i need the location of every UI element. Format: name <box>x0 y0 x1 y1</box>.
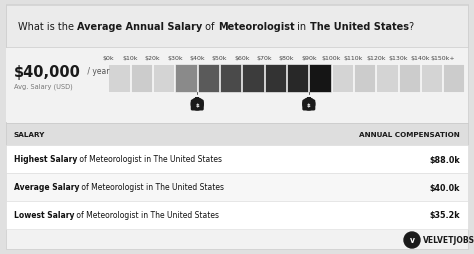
Text: $10k: $10k <box>123 56 138 61</box>
Bar <box>153 65 174 93</box>
Text: of: of <box>202 22 218 32</box>
Text: SALARY: SALARY <box>14 132 46 137</box>
Text: ANNUAL COMPENSATION: ANNUAL COMPENSATION <box>359 132 460 137</box>
Bar <box>307 98 311 101</box>
Text: $30k: $30k <box>167 56 183 61</box>
Bar <box>6 123 468 146</box>
Text: $80k: $80k <box>279 56 294 61</box>
Bar <box>376 65 398 93</box>
Text: $90k: $90k <box>301 56 317 61</box>
Bar <box>220 65 241 93</box>
Text: $40k: $40k <box>190 56 205 61</box>
Text: $100k: $100k <box>321 56 341 61</box>
Bar <box>109 65 130 93</box>
Text: $130k: $130k <box>388 56 408 61</box>
Text: $0k: $0k <box>102 56 114 61</box>
Bar <box>443 65 465 93</box>
Text: Average Salary: Average Salary <box>14 183 80 192</box>
Text: What is the: What is the <box>18 22 77 32</box>
Text: $120k: $120k <box>366 56 385 61</box>
Text: $60k: $60k <box>234 56 250 61</box>
Text: in: in <box>294 22 310 32</box>
Text: $35.2k: $35.2k <box>429 211 460 220</box>
Bar <box>195 98 199 101</box>
Bar <box>175 65 197 93</box>
Text: $40,000: $40,000 <box>14 65 81 80</box>
Text: of Meteorologist in The United States: of Meteorologist in The United States <box>77 155 222 164</box>
Bar <box>131 65 152 93</box>
Bar <box>6 201 468 229</box>
Text: of Meteorologist in The United States: of Meteorologist in The United States <box>80 183 225 192</box>
Bar <box>242 65 264 93</box>
Bar <box>421 65 442 93</box>
Text: ?: ? <box>409 22 414 32</box>
Circle shape <box>404 232 420 248</box>
Text: Highest Salary: Highest Salary <box>14 155 77 164</box>
Text: Meteorologist: Meteorologist <box>218 22 294 32</box>
Bar <box>399 65 420 93</box>
Bar <box>287 65 308 93</box>
Bar <box>310 65 331 93</box>
Bar <box>6 49 468 122</box>
Text: $70k: $70k <box>256 56 272 61</box>
Text: Lowest Salary: Lowest Salary <box>14 211 74 220</box>
Text: $20k: $20k <box>145 56 160 61</box>
Text: $150k+: $150k+ <box>430 56 455 61</box>
Text: $: $ <box>195 103 199 108</box>
Text: $110k: $110k <box>344 56 363 61</box>
Text: Avg. Salary (USD): Avg. Salary (USD) <box>14 83 73 90</box>
Bar <box>6 173 468 201</box>
Text: of Meteorologist in The United States: of Meteorologist in The United States <box>74 211 219 220</box>
Text: Average Annual Salary: Average Annual Salary <box>77 22 202 32</box>
Bar <box>264 65 286 93</box>
Text: $40.0k: $40.0k <box>429 183 460 192</box>
Text: v: v <box>410 235 414 245</box>
FancyBboxPatch shape <box>302 100 315 111</box>
Bar <box>354 65 375 93</box>
Text: The United States: The United States <box>310 22 409 32</box>
Text: VELVETJOBS: VELVETJOBS <box>423 235 474 245</box>
Text: $140k: $140k <box>410 56 430 61</box>
Text: $: $ <box>307 103 310 108</box>
Text: / year: / year <box>85 67 109 76</box>
Text: $50k: $50k <box>212 56 228 61</box>
Circle shape <box>303 99 315 110</box>
Bar <box>332 65 353 93</box>
Bar <box>198 65 219 93</box>
Bar <box>6 146 468 173</box>
FancyBboxPatch shape <box>191 100 204 111</box>
Text: $88.0k: $88.0k <box>429 155 460 164</box>
Bar <box>6 6 468 48</box>
Circle shape <box>191 99 203 110</box>
